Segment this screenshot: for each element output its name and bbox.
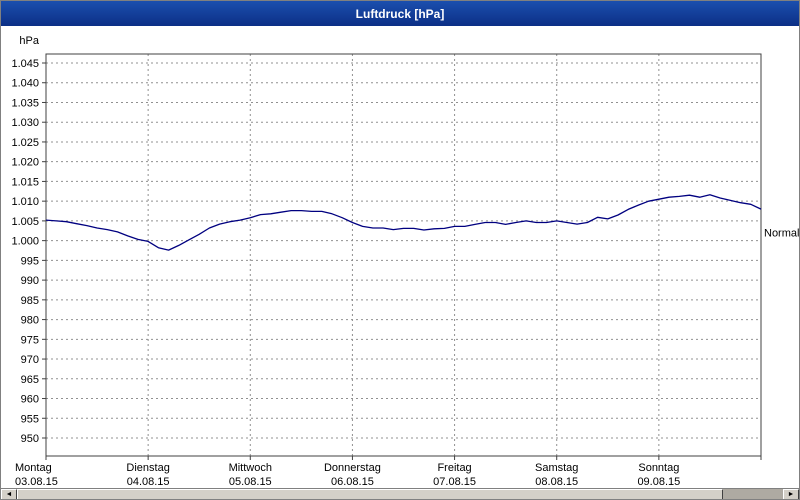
x-day-label: Freitag: [437, 462, 471, 474]
scrollbar-track[interactable]: [723, 489, 783, 499]
plot-frame: [45, 53, 762, 457]
x-day-label: Dienstag: [126, 462, 169, 474]
y-tick-label: 1.030: [11, 117, 39, 129]
y-tick-label: 995: [21, 255, 39, 267]
y-tick-label: 975: [21, 334, 39, 346]
y-tick-label: 1.035: [11, 97, 39, 109]
y-tick-label: 970: [21, 354, 39, 366]
x-date-label: 05.08.15: [229, 476, 272, 488]
y-tick-label: 955: [21, 413, 39, 425]
normal-marker-label: Normal: [764, 228, 799, 240]
x-date-label: 03.08.15: [15, 476, 58, 488]
plot-background: [46, 54, 761, 456]
y-axis-unit-label: hPa: [19, 35, 39, 47]
chart-area: 1.045 1.040 1.035 1.030 1.025 1.020 1.015 1.010…: [1, 26, 799, 488]
scrollbar-thumb[interactable]: [17, 489, 723, 499]
x-date-label: 09.08.15: [637, 476, 680, 488]
y-tick-label: 950: [21, 433, 39, 445]
y-tick-label: 1.020: [11, 157, 39, 169]
y-tick-label: 990: [21, 275, 39, 287]
horizontal-scrollbar[interactable]: ◄ ►: [1, 488, 799, 499]
x-day-label: Sonntag: [638, 462, 679, 474]
y-tick-label: 1.040: [11, 78, 39, 90]
pressure-line: [45, 194, 762, 251]
y-tick-label: 980: [21, 315, 39, 327]
y-tick-label: 1.015: [11, 176, 39, 188]
y-tick-label: 985: [21, 295, 39, 307]
title-bar: Luftdruck [hPa]: [1, 1, 799, 26]
x-day-label: Mittwoch: [229, 462, 272, 474]
x-day-label: Donnerstag: [324, 462, 381, 474]
x-date-label: 08.08.15: [535, 476, 578, 488]
x-date-label: 07.08.15: [433, 476, 476, 488]
y-tick-label: 1.000: [11, 236, 39, 248]
x-day-label: Samstag: [535, 462, 578, 474]
y-tick-label: 965: [21, 374, 39, 386]
scroll-right-button[interactable]: ►: [783, 489, 799, 499]
y-tick-label: 1.025: [11, 137, 39, 149]
pressure-chart: 1.045 1.040 1.035 1.030 1.025 1.020 1.015 1.010…: [11, 35, 799, 488]
x-date-label: 04.08.15: [127, 476, 170, 488]
scroll-left-button[interactable]: ◄: [1, 489, 17, 499]
y-tick-label: 1.045: [11, 58, 39, 70]
x-date-label: 06.08.15: [331, 476, 374, 488]
y-tick-label: 1.005: [11, 216, 39, 228]
y-tick-label: 1.010: [11, 196, 39, 208]
y-tick-label: 960: [21, 394, 39, 406]
x-day-label: Montag: [15, 462, 52, 474]
window-title: Luftdruck [hPa]: [355, 6, 445, 21]
